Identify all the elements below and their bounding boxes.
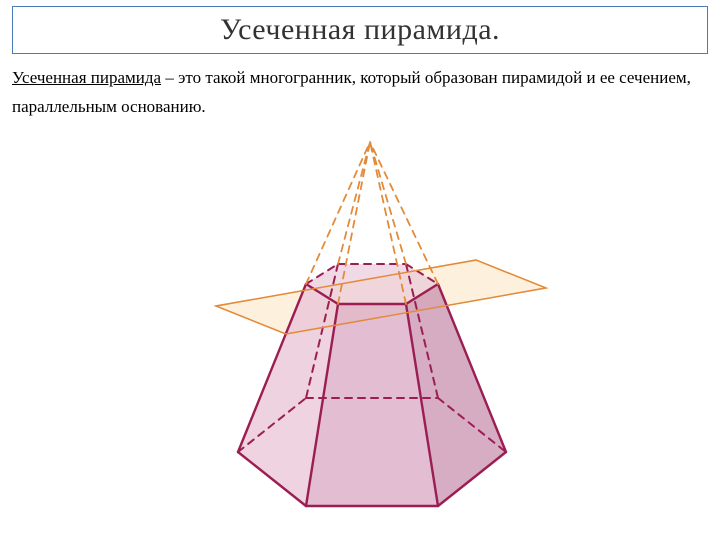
definition-term: Усеченная пирамида (12, 68, 161, 87)
page-title: Усеченная пирамида. (220, 13, 500, 47)
frustum-figure (160, 120, 580, 520)
definition-text: Усеченная пирамида – это такой многогран… (12, 64, 708, 122)
title-bar: Усеченная пирамида. (12, 6, 708, 54)
frustum-svg (160, 120, 580, 520)
